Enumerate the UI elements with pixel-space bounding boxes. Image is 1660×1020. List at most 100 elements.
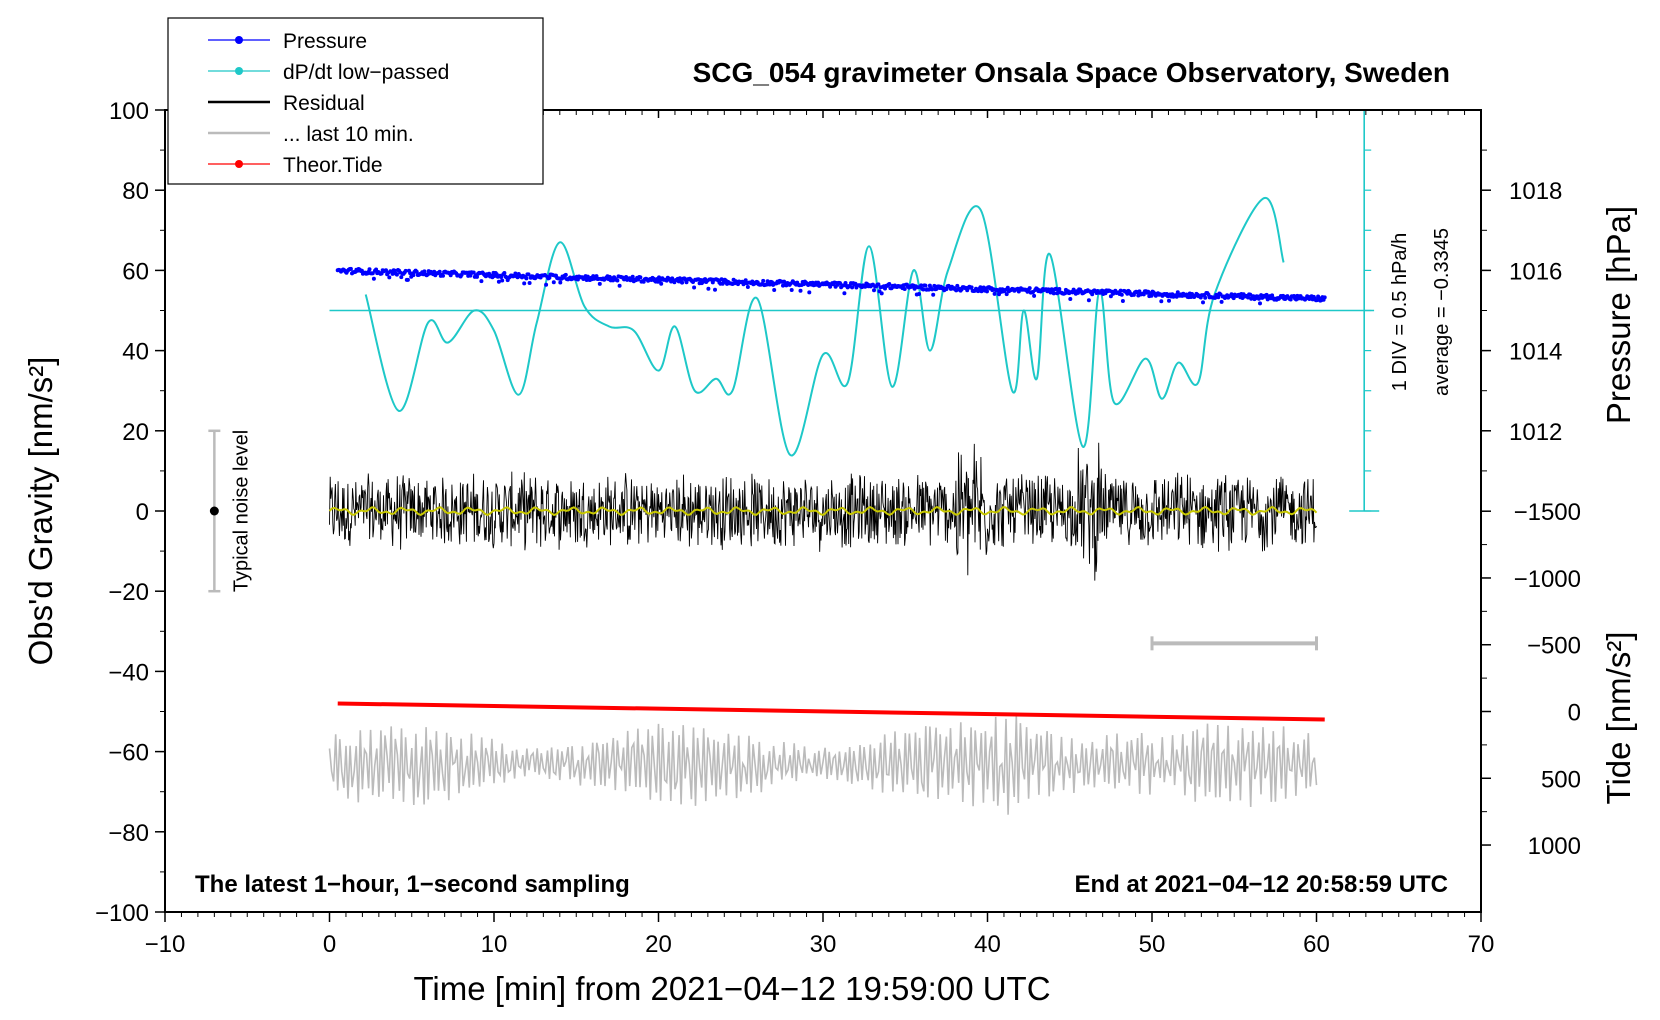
pressure-point	[617, 283, 622, 288]
legend-marker	[235, 67, 243, 75]
pressure-point	[496, 279, 501, 284]
pressure-point	[348, 266, 353, 271]
pressure-point	[1258, 301, 1262, 306]
pressure-point	[955, 283, 960, 288]
pressure-point	[1201, 300, 1205, 305]
pressure-point	[527, 281, 532, 285]
pressure-point	[807, 290, 812, 295]
pressure-point	[1076, 290, 1080, 295]
y-tick-label: −100	[95, 900, 149, 927]
pressure-point	[1090, 292, 1095, 297]
pressure-point	[1219, 299, 1224, 304]
pressure-point	[798, 288, 803, 293]
pressure-point	[403, 268, 408, 273]
dpdt-average-label: average = −0.3345	[1431, 228, 1453, 396]
tide-tick-label: 0	[1568, 700, 1581, 727]
y-tick-label: −80	[108, 820, 149, 847]
pressure-point	[713, 287, 717, 292]
pressure-point	[526, 272, 531, 277]
note-sampling: The latest 1−hour, 1−second sampling	[195, 871, 630, 898]
y-tick-label: 100	[109, 98, 149, 125]
pressure-point	[1055, 291, 1060, 296]
pressure-point	[930, 287, 935, 292]
pressure-point	[917, 292, 921, 296]
pressure-point	[544, 282, 549, 287]
x-tick-label: 0	[323, 931, 336, 958]
pressure-point	[1175, 290, 1180, 295]
pressure-point	[1057, 287, 1062, 291]
x-tick-label: −10	[145, 931, 186, 958]
y-tick-label: −60	[108, 740, 149, 767]
pressure-point	[919, 283, 924, 288]
pressure-point	[659, 281, 664, 286]
pressure-point	[547, 275, 552, 280]
x-tick-label: 10	[481, 931, 508, 958]
x-tick-label: 40	[974, 931, 1001, 958]
pressure-point	[502, 271, 507, 275]
pressure-tick-label: 1018	[1509, 178, 1562, 205]
dpdt-line	[364, 197, 1285, 457]
pressure-point	[558, 280, 563, 285]
x-tick-label: 60	[1303, 931, 1330, 958]
pressure-point	[1086, 298, 1091, 303]
pressure-point	[399, 275, 404, 280]
pressure-point	[887, 282, 892, 286]
pressure-point	[638, 275, 643, 280]
pressure-point	[551, 280, 556, 285]
pressure-point	[1203, 295, 1208, 300]
pressure-point	[931, 292, 936, 297]
legend-marker	[235, 160, 243, 168]
pressure-point	[1159, 299, 1164, 304]
noise-bar-dot	[209, 506, 219, 516]
pressure-point	[850, 285, 855, 290]
pressure-point	[1051, 291, 1056, 296]
pressure-point	[1120, 299, 1125, 303]
legend-label: ... last 10 min.	[283, 123, 414, 146]
pressure-tick-label: 1012	[1509, 419, 1562, 446]
chart-title: SCG_054 gravimeter Onsala Space Observat…	[693, 57, 1450, 88]
pressure-point	[1119, 292, 1124, 297]
pressure-point	[471, 270, 476, 275]
pressure-point	[872, 288, 876, 293]
pressure-point	[371, 276, 376, 281]
pressure-point	[615, 278, 620, 283]
pressure-point	[1149, 293, 1154, 298]
pressure-point	[876, 282, 881, 287]
last-10-min-line	[328, 715, 1318, 815]
plot-frame	[164, 109, 1482, 913]
pressure-point	[422, 269, 427, 274]
pressure-point	[1118, 288, 1123, 293]
legend-label: Residual	[283, 92, 365, 115]
residual-smoothed-line	[328, 505, 1318, 517]
pressure-point	[1256, 296, 1261, 301]
pressure-point	[522, 281, 527, 286]
pressure-point	[969, 285, 974, 290]
y-axis-label-pressure: Pressure [hPa]	[1600, 206, 1637, 424]
pressure-point	[692, 285, 697, 290]
legend-label: Pressure	[283, 30, 367, 53]
y-tick-label: 20	[122, 419, 149, 446]
pressure-point	[597, 281, 602, 286]
pressure-point	[367, 267, 372, 272]
pressure-point	[706, 286, 711, 291]
pressure-point	[680, 280, 685, 285]
pressure-point	[719, 277, 724, 282]
pressure-point	[441, 273, 445, 278]
y-axis-label-tide: Tide [nm/s²]	[1600, 632, 1637, 805]
pressure-point	[1288, 297, 1293, 302]
legend-label: dP/dt low−passed	[283, 61, 449, 84]
tide-tick-label: −500	[1527, 633, 1581, 660]
pressure-point	[437, 269, 442, 274]
pressure-point	[761, 278, 766, 283]
axis-labels: −10 0 10 20 30 40 50 60 70100806040200−20−40−60−…	[22, 98, 1637, 958]
noise-bar-label: Typical noise level	[230, 430, 252, 592]
y-tick-label: −40	[108, 659, 149, 686]
pressure-point	[411, 273, 416, 278]
pressure-point	[1004, 292, 1009, 297]
pressure-point	[387, 275, 392, 280]
pressure-point	[789, 288, 794, 292]
pressure-point	[394, 272, 399, 277]
pressure-point	[772, 288, 777, 292]
legend-label: Theor.Tide	[283, 154, 383, 177]
pressure-point	[765, 279, 770, 284]
